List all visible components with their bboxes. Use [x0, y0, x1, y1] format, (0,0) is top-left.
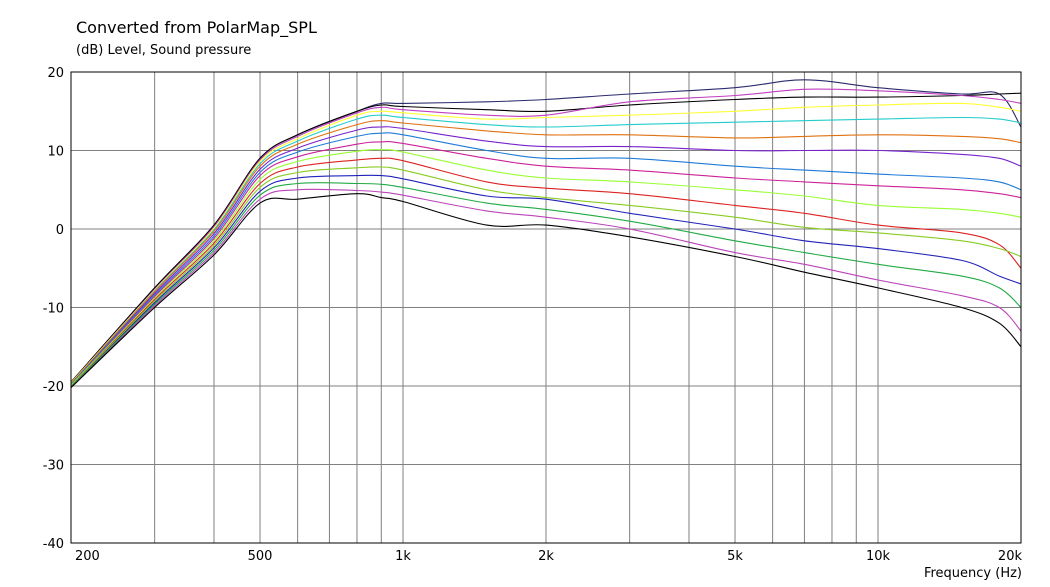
grid	[70, 71, 1022, 544]
series-line-4	[70, 102, 1022, 384]
series-line-5	[70, 114, 1022, 384]
x-tick-label: 10k	[866, 549, 891, 564]
plot-frame	[70, 71, 1022, 544]
series-line-10	[70, 149, 1022, 386]
series-line-16	[70, 193, 1022, 388]
x-tick-label: 2k	[538, 549, 554, 564]
x-tick-label: 1k	[395, 549, 411, 564]
y-axis-label: (dB) Level, Sound pressure	[76, 43, 252, 58]
series-line-6	[70, 120, 1022, 384]
series-line-11	[70, 157, 1022, 387]
chart-title: Converted from PolarMap_SPL	[76, 18, 317, 37]
x-tick-label: 5k	[727, 549, 743, 564]
y-tick-label: -10	[43, 302, 64, 317]
series-line-8	[70, 132, 1022, 385]
series-line-13	[70, 174, 1022, 388]
x-axis-label: Frequency (Hz)	[923, 566, 1022, 581]
series-line-14	[70, 182, 1022, 388]
series-line-7	[70, 126, 1022, 385]
series-line-12	[70, 166, 1022, 387]
y-tick-label: 20	[47, 66, 64, 81]
series-group	[70, 79, 1022, 388]
x-tick-labels: 200 500 1k 2k 5k 10k 20k	[75, 549, 1022, 564]
series-line-9	[70, 141, 1022, 386]
x-tick-label: 500	[248, 549, 273, 564]
y-tick-label: 10	[47, 145, 64, 160]
y-tick-label: -20	[43, 380, 64, 395]
y-tick-label: 0	[56, 223, 64, 238]
y-tick-labels: 20 10 0 -10 -20 -30 -40	[43, 66, 64, 552]
series-line-15	[70, 188, 1022, 388]
series-line-2	[70, 92, 1022, 383]
y-tick-label: -30	[43, 459, 64, 474]
y-tick-label: -40	[43, 537, 64, 552]
x-tick-label: 200	[75, 549, 100, 564]
x-tick-label: 20k	[998, 549, 1023, 564]
series-line-3	[70, 88, 1022, 384]
